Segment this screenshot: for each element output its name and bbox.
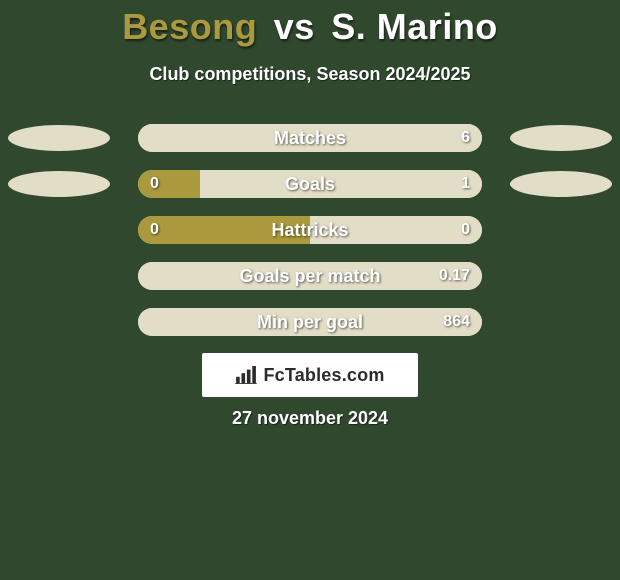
stat-bar (138, 170, 482, 198)
stat-bar-fill-player1 (138, 170, 200, 198)
branding-box: FcTables.com (202, 353, 418, 397)
stat-bar (138, 124, 482, 152)
title-player1: Besong (122, 6, 257, 47)
stat-bar-fill-player2 (138, 124, 482, 152)
stat-bar (138, 216, 482, 244)
title-player2: S. Marino (331, 6, 498, 47)
stat-bar-fill-player2 (310, 216, 482, 244)
stat-bar-fill-player2 (200, 170, 482, 198)
stat-row: Hattricks00 (0, 216, 620, 244)
player2-ellipse (510, 171, 612, 197)
stat-bar-fill-player2 (138, 262, 482, 290)
snapshot-date: 27 november 2024 (0, 408, 620, 429)
stat-bar (138, 308, 482, 336)
branding-text: FcTables.com (263, 365, 384, 386)
stat-bar-fill-player1 (138, 216, 310, 244)
stat-row: Min per goal864 (0, 308, 620, 336)
player2-ellipse (510, 125, 612, 151)
infographic-canvas: Besong vs S. Marino Club competitions, S… (0, 0, 620, 580)
stat-row: Goals per match0.17 (0, 262, 620, 290)
chart-bars-icon (235, 366, 257, 384)
stat-bar (138, 262, 482, 290)
stat-row: Matches6 (0, 124, 620, 152)
player1-ellipse (8, 125, 110, 151)
page-title: Besong vs S. Marino (0, 0, 620, 48)
stat-bar-fill-player2 (138, 308, 482, 336)
stat-row: Goals01 (0, 170, 620, 198)
player1-ellipse (8, 171, 110, 197)
subtitle: Club competitions, Season 2024/2025 (0, 64, 620, 85)
comparison-bars: Matches6 Goals01 Hattricks00 Goals per matc… (0, 124, 620, 354)
title-vs: vs (274, 6, 315, 47)
